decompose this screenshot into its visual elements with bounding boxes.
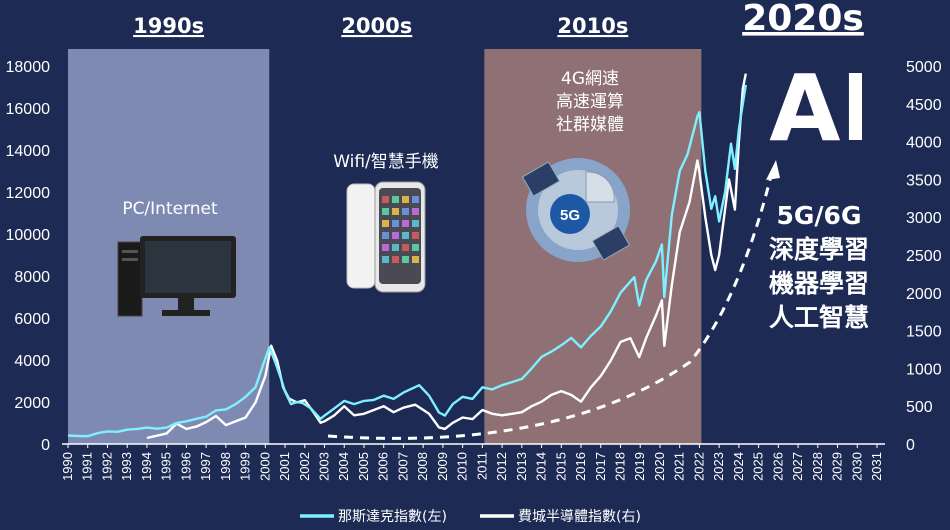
x-tick-label: 2012 (494, 452, 509, 481)
x-tick-label: 2028 (810, 452, 825, 481)
decade-label-2020s: 2020s (742, 0, 864, 39)
x-tick-label: 2013 (514, 452, 529, 481)
x-tick-label: 2004 (336, 452, 351, 481)
x-tick-label: 1995 (159, 452, 174, 481)
era-2020-line: 深度學習 (769, 235, 869, 264)
decade-label-2000s: 2000s (341, 14, 412, 38)
x-tick-label: 1992 (99, 452, 114, 481)
era-2010-line: 社群媒體 (556, 115, 624, 135)
x-tick-label: 2002 (297, 452, 312, 481)
x-tick-label: 2022 (691, 452, 706, 481)
series-lines (67, 73, 747, 440)
5g-label: 5G (560, 207, 580, 224)
decade-label-2010s: 2010s (557, 14, 628, 38)
x-tick-label: 1996 (178, 452, 193, 481)
y-right-axis: 0 500 1000 1500 2000 2500 3000 3500 4000 4500 5000 (906, 59, 942, 454)
y-left-tick-label: 10000 (6, 227, 51, 244)
y-right-tick-label: 3500 (906, 172, 942, 189)
y-left-axis: 0 2000 4000 6000 8000 10000 12000 14000 16000 180… (6, 59, 51, 454)
y-right-tick-label: 5000 (906, 59, 942, 76)
y-left-tick-label: 14000 (6, 143, 51, 160)
x-tick-label: 2029 (830, 452, 845, 481)
x-tick-label: 2021 (672, 452, 687, 481)
x-tick-label: 1998 (218, 452, 233, 481)
satellite-5g-icon: 5G (521, 158, 631, 262)
y-right-tick-label: 0 (906, 437, 915, 454)
x-tick-label: 2020 (652, 452, 667, 481)
x-tick-label: 2017 (593, 452, 608, 481)
x-tick-label: 2001 (277, 452, 292, 481)
ai-head-logo-icon: AI (769, 55, 878, 162)
y-right-tick-label: 2000 (906, 286, 942, 303)
x-tick-label: 2031 (869, 452, 884, 481)
era-2010-line: 高速運算 (556, 92, 624, 112)
x-tick-label: 2006 (376, 452, 391, 481)
x-tick-label: 2023 (711, 452, 726, 481)
series-line-sox (146, 73, 747, 440)
x-tick-label: 2027 (790, 452, 805, 481)
x-tick-label: 2009 (435, 452, 450, 481)
x-tick-label: 2005 (356, 452, 371, 481)
x-tick-label: 2015 (553, 452, 568, 481)
x-tick-label: 1991 (80, 452, 95, 481)
legend: 那斯達克指數(左) 費城半導體指數(右) (300, 509, 641, 525)
x-tick-label: 2018 (612, 452, 627, 481)
y-right-tick-label: 1000 (906, 361, 942, 378)
legend-label: 那斯達克指數(左) (338, 509, 447, 525)
era-2020-line: 人工智慧 (769, 303, 869, 332)
y-right-tick-label: 1500 (906, 324, 942, 341)
y-right-tick-label: 3000 (906, 210, 942, 227)
era-2010-line: 4G網速 (561, 69, 619, 89)
x-tick-label: 2014 (534, 452, 549, 481)
y-left-tick-label: 4000 (14, 353, 50, 370)
y-left-tick-label: 6000 (14, 311, 50, 328)
era-2020-line: 機器學習 (769, 269, 869, 298)
y-left-tick-label: 0 (41, 437, 50, 454)
x-tick-label: 2003 (317, 452, 332, 481)
x-tick-label: 2019 (632, 452, 647, 481)
x-tick-label: 1993 (119, 452, 134, 481)
x-tick-label: 2024 (731, 452, 746, 481)
y-left-tick-label: 2000 (14, 395, 50, 412)
x-tick-label: 1999 (238, 452, 253, 481)
desktop-computer-icon (117, 236, 236, 317)
x-tick-label: 1997 (198, 452, 213, 481)
x-tick-label: 2030 (849, 452, 864, 481)
y-left-tick-label: 12000 (6, 185, 51, 202)
x-tick-label: 2011 (474, 452, 489, 480)
decade-label-1990s: 1990s (133, 14, 204, 38)
y-right-tick-label: 500 (906, 399, 933, 416)
era-2000-label: Wifi/智慧手機 (333, 152, 439, 172)
x-axis: 1990 1991 1992 1993 1994 1995 1996 1997 1998 1999… (60, 444, 884, 481)
x-tick-label: 2026 (770, 452, 785, 481)
era-2020-line: 5G/6G (777, 201, 862, 230)
x-tick-label: 2007 (395, 452, 410, 481)
series-line-nasdaq (67, 84, 747, 438)
ai-logo-text: AI (769, 55, 874, 162)
x-tick-label: 2010 (455, 452, 470, 481)
era-1990-label: PC/Internet (122, 199, 218, 219)
x-tick-label: 2025 (751, 452, 766, 481)
legend-label: 費城半導體指數(右) (518, 509, 641, 525)
decade-labels: 1990s 2000s 2010s 2020s (133, 0, 864, 39)
trend-arrow (327, 160, 780, 440)
x-tick-label: 1990 (60, 452, 75, 481)
y-right-tick-label: 4500 (906, 97, 942, 114)
y-right-tick-label: 4000 (906, 135, 942, 152)
x-tick-label: 2016 (573, 452, 588, 481)
x-tick-label: 2008 (415, 452, 430, 481)
y-left-tick-label: 18000 (6, 59, 51, 76)
y-left-tick-label: 8000 (14, 269, 50, 286)
x-tick-label: 2000 (257, 452, 272, 481)
x-tick-label: 1994 (139, 452, 154, 481)
y-left-tick-label: 16000 (6, 101, 51, 118)
smartphone-icon (346, 181, 426, 293)
y-right-tick-label: 2500 (906, 248, 942, 265)
